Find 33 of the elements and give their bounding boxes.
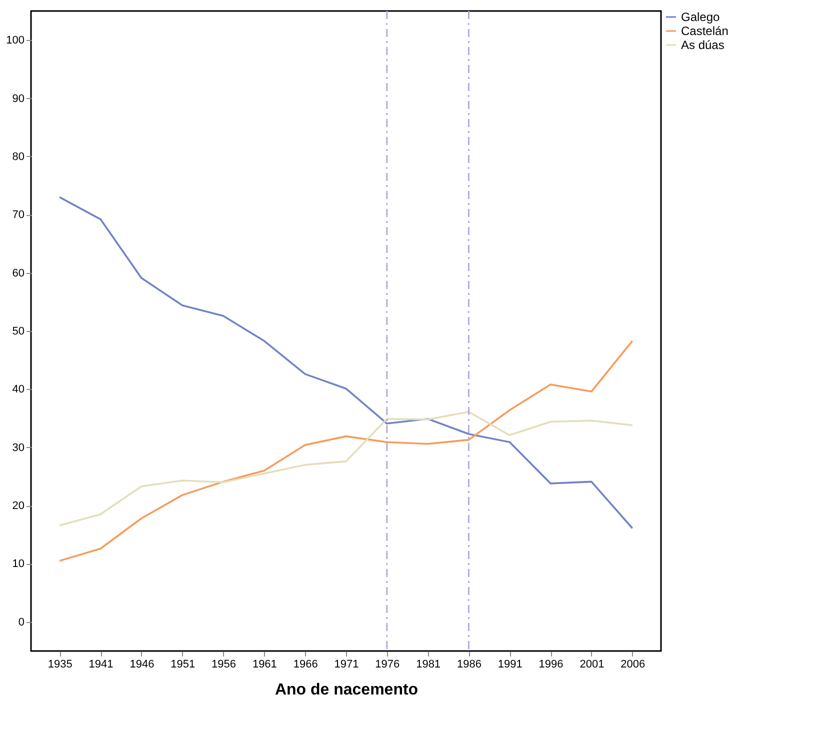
y-tick-label: 40	[12, 384, 24, 396]
y-tick-label: 10	[12, 558, 24, 570]
x-tick-label: 1991	[498, 658, 522, 670]
y-tick-label: 90	[12, 92, 24, 105]
x-tick-label: 1986	[456, 658, 482, 670]
x-tick-label: 1981	[416, 658, 441, 670]
x-tick-label: 1966	[293, 658, 318, 670]
x-tick-label: 1971	[334, 658, 359, 670]
y-tick-label: 70	[12, 209, 24, 222]
x-tick-label: 1996	[538, 658, 564, 670]
y-tick-label: 50	[12, 326, 24, 338]
y-tick-label: 100	[6, 34, 24, 47]
y-tick-label: 60	[12, 267, 24, 280]
x-axis-title: Ano de nacemento	[274, 682, 418, 698]
y-tick-label: 80	[12, 150, 24, 163]
x-tick-label: 1956	[212, 658, 236, 670]
legend-label: As dúas	[681, 38, 724, 52]
y-tick-label: 30	[12, 442, 24, 454]
line-series	[58, 196, 634, 530]
x-tick-label: 1951	[170, 658, 196, 670]
y-tick-label: 0	[18, 616, 24, 628]
x-tick-label: 2006	[620, 658, 646, 670]
x-tick-label: 1946	[130, 658, 154, 670]
x-tick-label: 2001	[580, 658, 604, 670]
x-tick-label: 1976	[375, 658, 400, 670]
line-series	[58, 340, 634, 562]
x-tick-label: 1961	[252, 658, 277, 670]
line-series	[58, 410, 634, 526]
x-tick-label: 1941	[88, 658, 114, 670]
y-tick-label: 20	[12, 500, 24, 512]
legend-label: Galego	[681, 10, 720, 24]
x-tick-label: 1935	[48, 658, 72, 670]
legend-label: Castelán	[681, 24, 728, 38]
